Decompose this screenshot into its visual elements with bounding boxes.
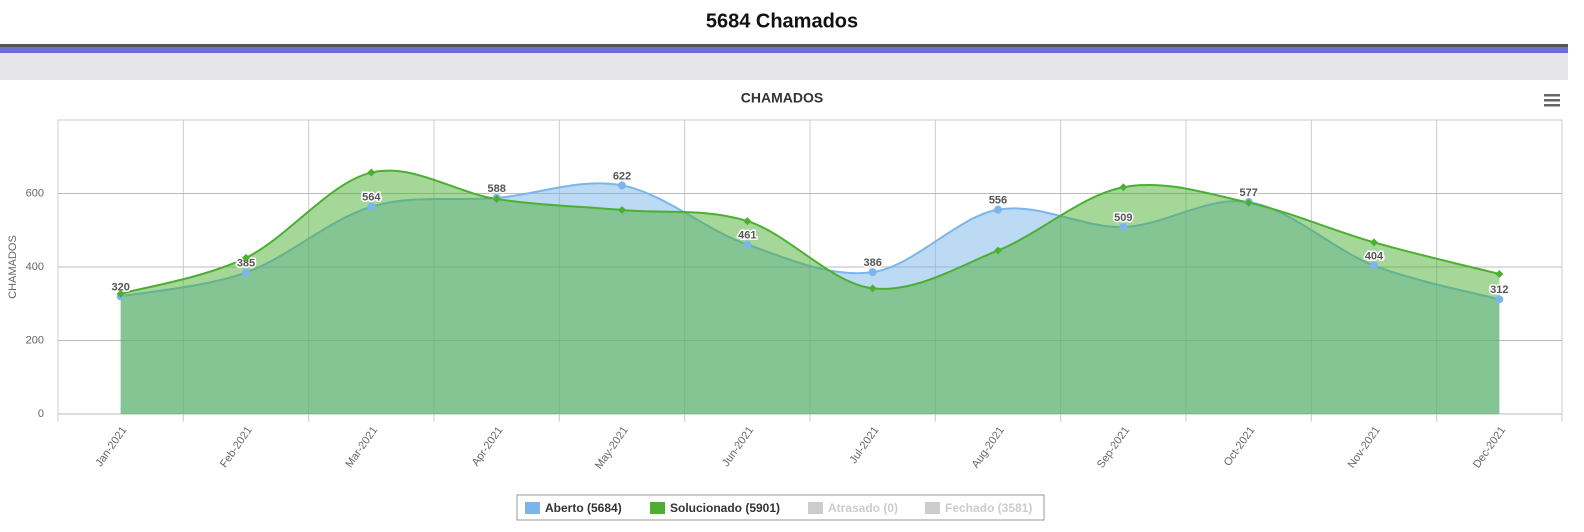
point-marker (1370, 261, 1378, 270)
data-label: 404 (1365, 250, 1384, 262)
data-label: 509 (1114, 212, 1132, 224)
menu-bar[interactable] (1544, 94, 1560, 97)
point-marker (367, 168, 376, 177)
legend-box (516, 494, 1045, 521)
point-marker (1370, 238, 1378, 247)
data-label: 588 (487, 183, 505, 195)
point-marker (868, 284, 877, 293)
data-label: 320 (111, 281, 129, 293)
point-marker (492, 195, 501, 204)
data-label: 622 (613, 170, 631, 182)
point-marker (1119, 222, 1128, 231)
point-marker (1244, 198, 1253, 207)
legend-label[interactable]: Aberto (5684) (545, 501, 622, 515)
data-label: 577 (1239, 187, 1257, 199)
header-line (0, 44, 1568, 47)
point-marker (242, 253, 250, 262)
page-title: 5684 Chamados (706, 10, 858, 32)
point-marker (1495, 269, 1504, 278)
data-label: 461 (738, 229, 756, 241)
legend-label[interactable]: Solucionado (5901) (670, 501, 780, 515)
toolbar (0, 53, 1568, 80)
y-tick-label: 600 (26, 187, 44, 199)
point-marker (618, 181, 626, 190)
menu-bar[interactable] (1544, 99, 1560, 102)
legend-swatch[interactable] (925, 502, 940, 514)
menu-bar[interactable] (1544, 104, 1560, 107)
point-marker (242, 268, 250, 277)
legend-swatch[interactable] (808, 502, 823, 514)
data-label: 385 (237, 257, 255, 269)
y-axis-label: CHAMADOS (7, 235, 19, 299)
series-line (120, 169, 1500, 295)
legend-swatch[interactable] (650, 502, 665, 514)
point-marker (367, 202, 376, 211)
chart-title: CHAMADOS (741, 90, 823, 106)
point-marker (743, 217, 752, 226)
y-tick-label: 0 (38, 408, 44, 420)
legend-label[interactable]: Atrasado (0) (828, 501, 898, 515)
point-marker (1119, 183, 1128, 192)
point-marker (994, 246, 1002, 255)
header-stripe (0, 47, 1568, 53)
data-label: 564 (362, 192, 381, 204)
legend-label[interactable]: Fechado (3581) (945, 501, 1032, 515)
data-label: 312 (1490, 284, 1508, 296)
y-tick-label: 400 (26, 261, 44, 273)
point-marker (743, 240, 752, 249)
menu-button[interactable] (1544, 94, 1560, 107)
point-marker (1495, 295, 1504, 304)
point-marker (116, 289, 125, 298)
data-label: 386 (863, 257, 881, 269)
point-marker (994, 205, 1002, 214)
series-area (120, 170, 1500, 414)
point-marker (868, 268, 877, 277)
legend-swatch[interactable] (525, 502, 540, 514)
y-tick-label: 200 (26, 334, 44, 346)
point-marker (618, 206, 626, 215)
data-label: 556 (989, 195, 1007, 207)
